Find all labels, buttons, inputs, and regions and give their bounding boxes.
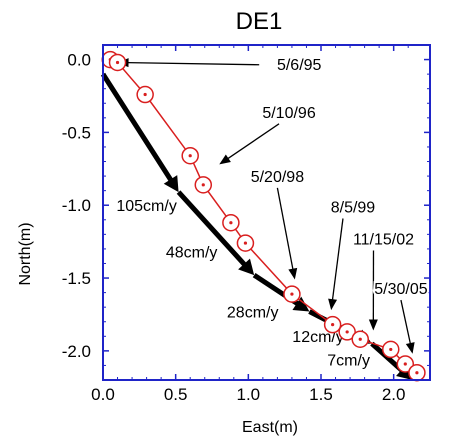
y-axis-label: North(m) <box>17 222 34 285</box>
date-label: 5/30/05 <box>374 281 427 298</box>
velocity-arrow-head <box>238 258 255 276</box>
velocity-arrow-shaft <box>176 190 248 268</box>
data-point-center <box>389 347 393 352</box>
date-label: 8/5/99 <box>331 200 376 217</box>
data-point-center <box>188 154 192 158</box>
data-point-center <box>331 323 335 327</box>
date-arrow-shaft <box>276 187 294 270</box>
data-point-center <box>290 292 294 296</box>
x-tick-label: 2.0 <box>382 385 406 404</box>
date-label: 5/20/98 <box>251 169 304 186</box>
data-point-center <box>201 183 205 187</box>
x-tick-label: 0.0 <box>91 385 115 404</box>
velocity-arrow-head <box>163 175 179 193</box>
velocity-label: 48cm/y <box>166 245 218 262</box>
velocity-arrow-head <box>292 296 310 312</box>
data-point-center <box>358 337 362 341</box>
x-axis-label: East(m) <box>242 419 298 436</box>
data-point-center <box>403 362 407 366</box>
date-arrow-shaft <box>331 218 344 301</box>
y-tick-label: -1.5 <box>62 269 91 288</box>
data-point-center <box>229 221 233 225</box>
y-tick-label: -1.0 <box>62 196 91 215</box>
date-label: 11/15/02 <box>353 232 414 249</box>
date-arrow-shaft <box>127 61 260 66</box>
y-tick-label: 0.0 <box>67 51 91 70</box>
x-tick-label: 0.5 <box>164 385 188 404</box>
velocity-label: 7cm/y <box>327 352 370 369</box>
date-arrow-head <box>368 319 378 331</box>
data-point-center <box>345 330 349 334</box>
date-arrow-head <box>405 342 415 354</box>
data-point-center <box>415 371 419 375</box>
axis-ticks: 0.0 0.5 1.0 1.5 2.0 0.0 -0.5 -1.0 -1.5 -2.0 <box>62 45 430 404</box>
date-annotations: 5/6/95 5/10/96 5/20/98 8/5/99 11/15/02 5/30/0… <box>117 55 430 354</box>
date-arrow-shaft <box>227 123 280 160</box>
data-point-center <box>243 241 248 245</box>
date-arrow-head <box>288 267 298 280</box>
plot-frame <box>102 44 431 381</box>
date-arrow-head <box>219 154 231 165</box>
x-tick-label: 1.5 <box>309 385 333 404</box>
data-point-center <box>115 60 120 65</box>
velocity-label: 105cm/y <box>116 198 176 215</box>
chart-title: DE1 <box>236 8 283 35</box>
y-tick-label: -2.0 <box>62 342 91 361</box>
date-label: 5/6/95 <box>277 57 322 74</box>
date-arrow-shaft <box>400 299 412 345</box>
date-arrow-head <box>328 298 338 311</box>
velocity-label: 28cm/y <box>227 304 279 321</box>
x-tick-label: 1.0 <box>237 385 261 404</box>
date-label: 5/10/96 <box>262 105 315 122</box>
data-point-center <box>143 92 147 97</box>
y-tick-label: -0.5 <box>62 123 91 142</box>
velocity-arrow-shaft <box>100 72 175 184</box>
series-layer <box>101 50 426 382</box>
